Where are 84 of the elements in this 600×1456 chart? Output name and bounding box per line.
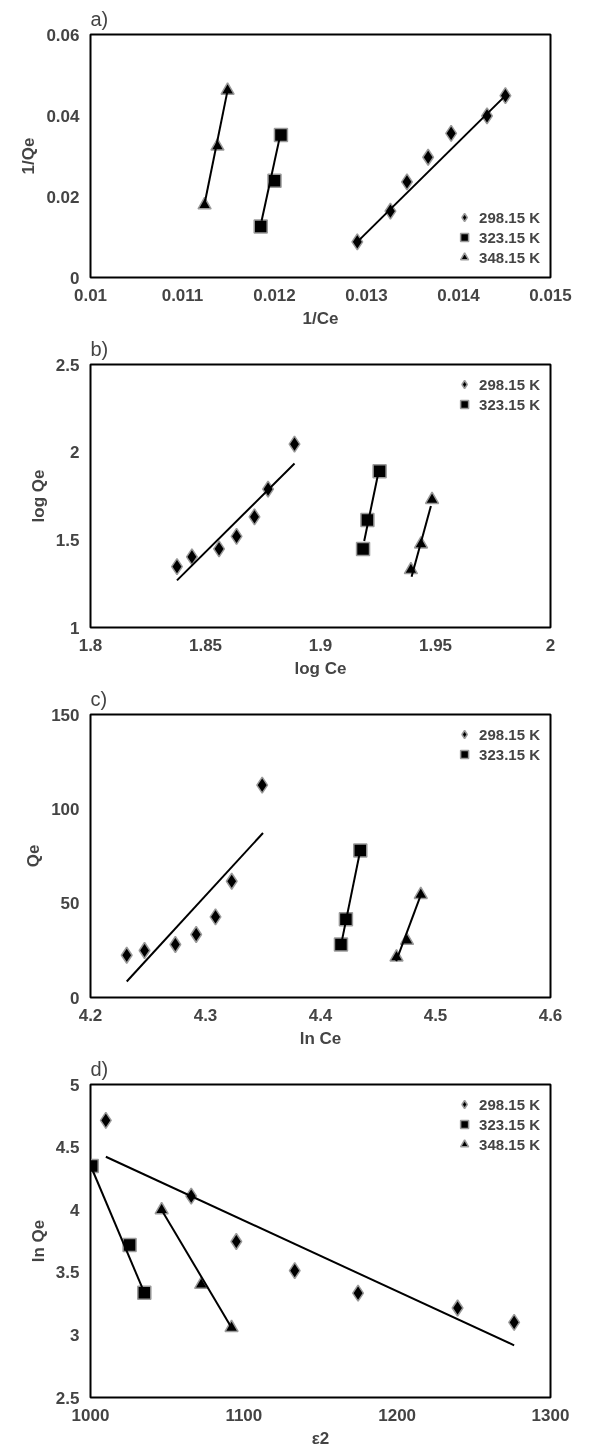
y-tick-label: 0 <box>70 988 80 1008</box>
point <box>451 1299 464 1317</box>
y-tick-label: 3.5 <box>55 1263 80 1283</box>
x-axis-title: 1/Ce <box>302 308 339 328</box>
point <box>372 464 387 479</box>
point <box>353 843 368 858</box>
legend-label: 323.15 K <box>479 1115 540 1133</box>
point <box>170 557 184 576</box>
x-tick-label: 1.8 <box>78 635 103 655</box>
y-axis-title: log Qe <box>28 469 48 523</box>
y-tick-label: 2 <box>70 443 80 463</box>
y-tick-label: 100 <box>51 799 80 819</box>
x-axis-title: ln Ce <box>299 1028 342 1048</box>
point <box>413 886 429 900</box>
legend-label: 323.15 K <box>479 228 540 246</box>
x-tick-label: 4.2 <box>78 1005 103 1025</box>
y-tick-label: 1.5 <box>55 530 80 550</box>
y-tick-label: 0.06 <box>46 25 80 45</box>
x-tick-label: 0.011 <box>161 285 204 305</box>
chart-title: d) <box>90 1057 109 1080</box>
x-tick-label: 0.01 <box>73 285 108 305</box>
x-tick-label: 1100 <box>225 1405 263 1425</box>
y-tick-label: 5 <box>70 1075 80 1095</box>
point <box>355 541 371 557</box>
point <box>248 508 261 526</box>
x-tick-label: 0.013 <box>345 285 388 305</box>
point <box>253 219 268 234</box>
x-tick-label: 2 <box>545 635 556 655</box>
legend-label: 348.15 K <box>479 1135 540 1153</box>
point <box>333 937 349 952</box>
legend-label: 298.15 K <box>479 1095 540 1113</box>
point <box>267 173 282 188</box>
point <box>220 82 235 95</box>
y-axis-title: 1/Qe <box>19 137 39 175</box>
x-tick-label: 0.012 <box>253 285 296 305</box>
x-tick-label: 4.4 <box>308 1005 333 1025</box>
y-tick-label: 4 <box>70 1200 81 1220</box>
x-tick-label: 1.85 <box>188 635 223 655</box>
legend-label: 298.15 K <box>479 375 540 393</box>
y-tick-label: 4.5 <box>55 1138 80 1158</box>
y-axis-title: Qe <box>24 844 44 868</box>
point <box>351 233 364 251</box>
point <box>137 1285 152 1300</box>
y-tick-label: 0.02 <box>46 187 80 207</box>
chart-title: a) <box>90 7 109 30</box>
point <box>288 435 301 453</box>
point <box>422 148 435 166</box>
x-tick-label: 4.5 <box>423 1005 448 1025</box>
point <box>212 540 226 558</box>
legend-label: 323.15 K <box>479 395 540 413</box>
legend-label: 298.15 K <box>479 208 540 226</box>
point <box>400 173 414 191</box>
point <box>120 946 133 964</box>
y-tick-label: 0 <box>70 268 80 288</box>
point <box>424 491 440 505</box>
point <box>197 196 212 210</box>
x-tick-label: 4.3 <box>193 1005 218 1025</box>
x-axis-title: log Ce <box>294 658 347 678</box>
chart-title: b) <box>90 337 109 360</box>
y-tick-label: 3 <box>70 1325 80 1345</box>
y-tick-label: 2.5 <box>55 1388 80 1408</box>
x-tick-label: 0.015 <box>529 285 572 305</box>
chart-title: c) <box>90 687 108 710</box>
x-tick-label: 1.95 <box>418 635 453 655</box>
x-tick-label: 4.6 <box>538 1005 563 1025</box>
x-tick-label: 1000 <box>71 1405 110 1425</box>
x-tick-label: 0.014 <box>437 285 481 305</box>
y-tick-label: 150 <box>51 705 80 725</box>
x-axis-title: ε2 <box>311 1428 330 1448</box>
x-tick-label: 1200 <box>378 1405 417 1425</box>
x-tick-label: 1.9 <box>308 635 333 655</box>
point <box>351 1284 365 1302</box>
legend-label: 348.15 K <box>479 248 540 266</box>
point <box>209 908 222 926</box>
legend-label: 323.15 K <box>479 745 540 763</box>
y-tick-label: 50 <box>60 894 80 914</box>
legend-label: 298.15 K <box>479 725 540 743</box>
point <box>185 548 199 566</box>
y-tick-label: 0.04 <box>46 106 81 126</box>
point <box>256 776 269 794</box>
x-tick-label: 1300 <box>531 1405 570 1425</box>
y-axis-title: ln Qe <box>28 1219 48 1263</box>
y-tick-label: 2.5 <box>55 355 80 375</box>
y-tick-label: 1 <box>70 618 80 638</box>
